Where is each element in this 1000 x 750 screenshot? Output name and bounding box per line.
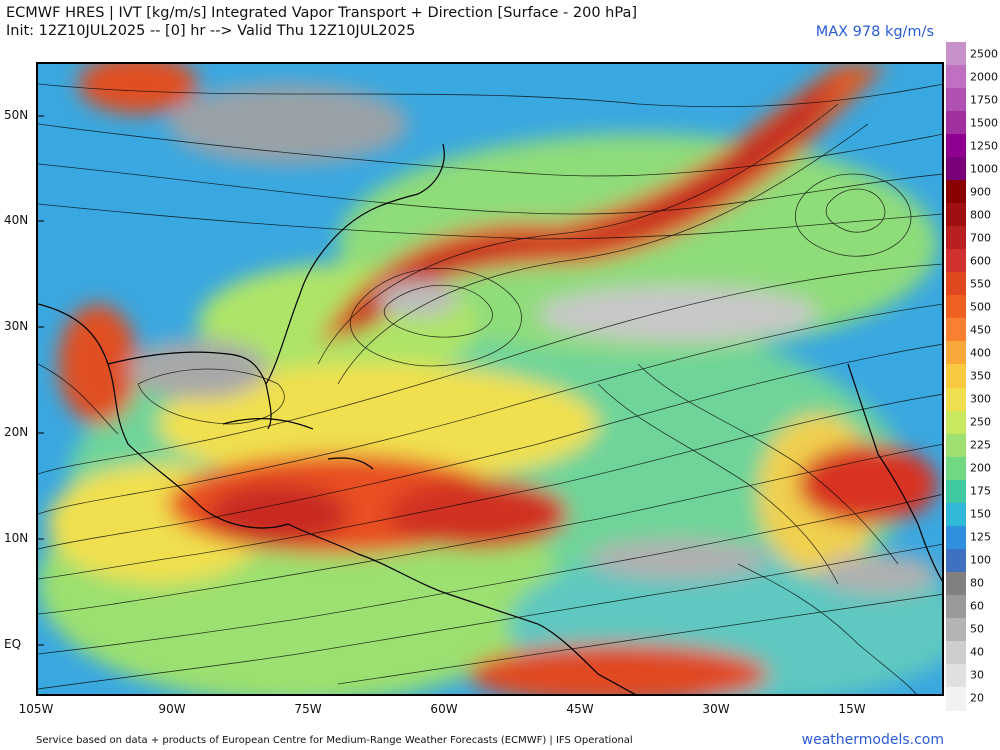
colorbar-swatch <box>946 594 966 619</box>
colorbar-swatch <box>946 456 966 481</box>
colorbar-swatch <box>946 433 966 458</box>
colorbar-tick-label: 450 <box>970 323 991 337</box>
colorbar-tick-label: 175 <box>970 484 991 498</box>
colorbar-tick-label: 225 <box>970 438 991 452</box>
colorbar-swatch <box>946 548 966 573</box>
lat-label-eq: EQ <box>4 637 22 651</box>
title-line-2: Init: 12Z10JUL2025 -- [0] hr --> Valid T… <box>6 23 416 39</box>
colorbar-swatch <box>946 364 966 389</box>
colorbar-tick-label: 500 <box>970 300 991 314</box>
colorbar-swatch <box>946 502 966 527</box>
colorbar-tick-label: 20 <box>970 691 984 705</box>
colorbar-tick-label: 300 <box>970 392 991 406</box>
colorbar-swatch <box>946 42 966 66</box>
site-link[interactable]: weathermodels.com <box>801 732 944 748</box>
lon-label-75w: 75W <box>294 702 322 716</box>
colorbar-swatch <box>946 410 966 435</box>
colorbar-tick-label: 40 <box>970 645 984 659</box>
colorbar-swatch <box>946 203 966 228</box>
colorbar-swatch <box>946 88 966 113</box>
colorbar-swatch <box>946 617 966 642</box>
colorbar-swatch <box>946 272 966 297</box>
colorbar-swatch <box>946 663 966 688</box>
lat-label-40n: 40N <box>4 213 29 227</box>
colorbar-tick-label: 100 <box>970 553 991 567</box>
colorbar-swatch <box>946 525 966 550</box>
colorbar-tick-label: 1250 <box>970 139 998 153</box>
colorbar-tick-label: 1750 <box>970 93 998 107</box>
lon-label-90w: 90W <box>158 702 186 716</box>
footer-credit: Service based on data + products of Euro… <box>36 735 633 746</box>
coastlines <box>38 143 942 694</box>
streamlines <box>38 83 942 694</box>
colorbar-swatch <box>946 640 966 665</box>
colorbar-tick-label: 150 <box>970 507 991 521</box>
ivt-field <box>38 64 942 694</box>
grid-ticks <box>38 115 44 646</box>
colorbar-tick-label: 1500 <box>970 116 998 130</box>
colorbar-swatch <box>946 65 966 90</box>
colorbar-swatch <box>946 571 966 596</box>
colorbar-swatch <box>946 134 966 159</box>
colorbar-tick-label: 350 <box>970 369 991 383</box>
colorbar-tick-label: 200 <box>970 461 991 475</box>
colorbar-swatch <box>946 249 966 274</box>
colorbar-tick-label: 30 <box>970 668 984 682</box>
colorbar-tick-label: 2500 <box>970 47 998 61</box>
lon-label-60w: 60W <box>430 702 458 716</box>
lat-label-30n: 30N <box>4 319 29 333</box>
lat-label-50n: 50N <box>4 108 29 122</box>
colorbar-swatch <box>946 111 966 136</box>
map-graphic <box>38 64 942 694</box>
colorbar-tick-label: 250 <box>970 415 991 429</box>
colorbar-tick-label: 2000 <box>970 70 998 84</box>
colorbar-tick-label: 50 <box>970 622 984 636</box>
colorbar-tick-label: 60 <box>970 599 984 613</box>
lon-label-15w: 15W <box>838 702 866 716</box>
colorbar-tick-label: 550 <box>970 277 991 291</box>
colorbar-swatch <box>946 479 966 504</box>
colorbar-tick-label: 125 <box>970 530 991 544</box>
colorbar-tick-label: 900 <box>970 185 991 199</box>
chart-title: ECMWF HRES | IVT [kg/m/s] Integrated Vap… <box>6 4 637 40</box>
lat-label-10n: 10N <box>4 531 29 545</box>
title-line-1: ECMWF HRES | IVT [kg/m/s] Integrated Vap… <box>6 5 638 21</box>
lon-label-30w: 30W <box>702 702 730 716</box>
colorbar-tick-label: 400 <box>970 346 991 360</box>
lat-label-20n: 20N <box>4 425 29 439</box>
colorbar-swatch <box>946 686 966 711</box>
colorbar-swatch <box>946 341 966 366</box>
colorbar-swatch <box>946 157 966 182</box>
colorbar-tick-label: 1000 <box>970 162 998 176</box>
lon-label-105w: 105W <box>18 702 54 716</box>
colorbar-swatch <box>946 295 966 320</box>
colorbar-swatch <box>946 226 966 251</box>
colorbar-swatch <box>946 318 966 343</box>
lon-label-45w: 45W <box>566 702 594 716</box>
colorbar-swatch <box>946 387 966 412</box>
ivt-map[interactable] <box>36 62 944 696</box>
colorbar-tick-label: 800 <box>970 208 991 222</box>
max-value-label: MAX 978 kg/m/s <box>815 24 934 40</box>
colorbar-tick-label: 600 <box>970 254 991 268</box>
colorbar <box>946 42 966 711</box>
colorbar-swatch <box>946 180 966 205</box>
colorbar-tick-label: 700 <box>970 231 991 245</box>
colorbar-tick-label: 80 <box>970 576 984 590</box>
